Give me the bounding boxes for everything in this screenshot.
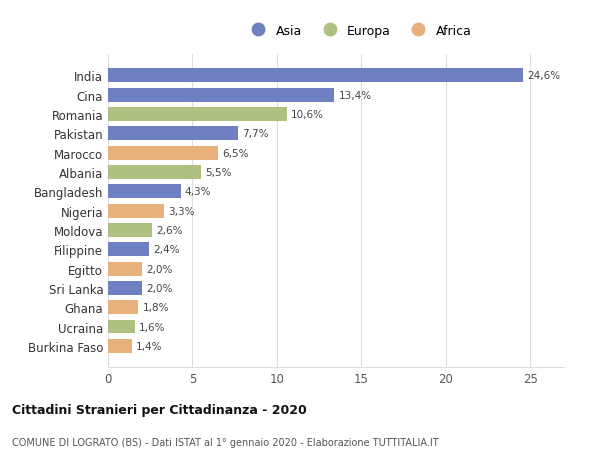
Text: 13,4%: 13,4% (338, 90, 371, 101)
Bar (108, 281, 142, 295)
Text: 1,4%: 1,4% (136, 341, 163, 351)
Text: 7,7%: 7,7% (242, 129, 269, 139)
Bar (108, 204, 164, 218)
Text: 24,6%: 24,6% (527, 71, 561, 81)
Bar (108, 146, 218, 160)
Text: Cittadini Stranieri per Cittadinanza - 2020: Cittadini Stranieri per Cittadinanza - 2… (12, 403, 307, 416)
Text: 1,8%: 1,8% (143, 302, 169, 313)
Bar (108, 301, 139, 314)
Text: 3,3%: 3,3% (168, 206, 194, 216)
Bar (108, 89, 334, 102)
Bar (108, 320, 135, 334)
Text: 2,4%: 2,4% (153, 245, 179, 255)
Text: 5,5%: 5,5% (205, 168, 232, 178)
Text: 4,3%: 4,3% (185, 187, 211, 197)
Text: COMUNE DI LOGRATO (BS) - Dati ISTAT al 1° gennaio 2020 - Elaborazione TUTTITALIA: COMUNE DI LOGRATO (BS) - Dati ISTAT al 1… (12, 437, 439, 447)
Bar (108, 224, 152, 237)
Text: 2,6%: 2,6% (156, 225, 182, 235)
Legend: Asia, Europa, Africa: Asia, Europa, Africa (242, 21, 476, 41)
Text: 6,5%: 6,5% (222, 148, 248, 158)
Text: 2,0%: 2,0% (146, 283, 172, 293)
Text: 10,6%: 10,6% (291, 110, 324, 120)
Text: 2,0%: 2,0% (146, 264, 172, 274)
Bar (108, 108, 287, 122)
Bar (108, 243, 149, 257)
Bar (108, 69, 523, 83)
Bar (108, 185, 181, 199)
Bar (108, 127, 238, 141)
Bar (108, 262, 142, 276)
Bar (108, 166, 201, 179)
Bar (108, 339, 131, 353)
Text: 1,6%: 1,6% (139, 322, 166, 332)
